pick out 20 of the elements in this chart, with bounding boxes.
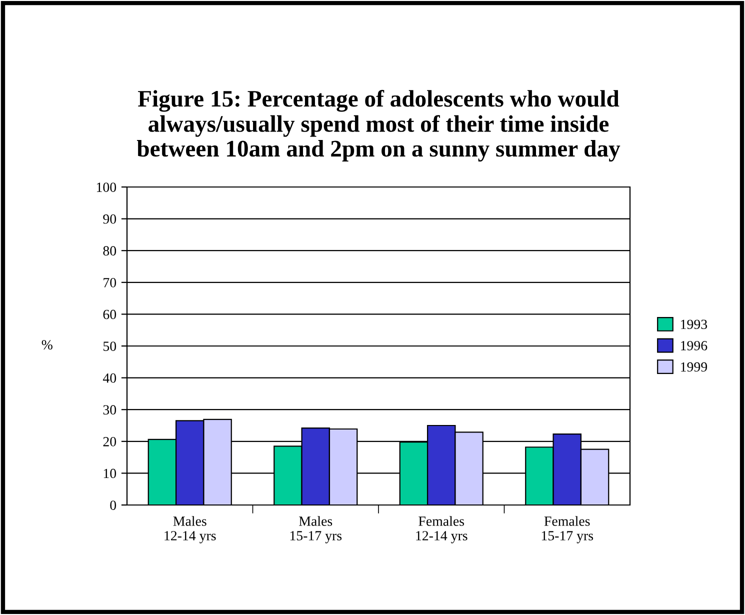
legend-label: 1993 (681, 320, 708, 330)
chart-title: Figure 15: Percentage of adolescents who would always/usually spend most of their time inside between 10am and 2pm on a sunny summer day (136, 90, 620, 162)
y-tick-label: 70 (104, 278, 116, 288)
x-tick-label: Males 15-17 yrs (290, 516, 342, 544)
legend-label: 1999 (681, 362, 708, 372)
y-tick-label: 40 (102, 373, 116, 383)
legend-label: 1996 (681, 341, 708, 350)
y-tick-label: 50 (104, 342, 116, 351)
y-tick-label: 30 (103, 405, 116, 415)
y-tick-label: 90 (103, 214, 116, 224)
y-tick-label: 80 (103, 246, 116, 256)
x-tick-label: Males 12-14 yrs (164, 516, 216, 544)
x-tick-label: Females 15-17 yrs (542, 516, 594, 544)
y-axis-title: % (42, 340, 52, 350)
y-tick-label: 100 (96, 182, 116, 192)
y-tick-label: 10 (104, 468, 116, 478)
y-tick-label: 20 (103, 436, 116, 446)
x-tick-label: Females 12-14 yrs (416, 516, 468, 544)
y-tick-label: 0 (110, 500, 116, 510)
y-tick-label: 60 (103, 310, 116, 320)
